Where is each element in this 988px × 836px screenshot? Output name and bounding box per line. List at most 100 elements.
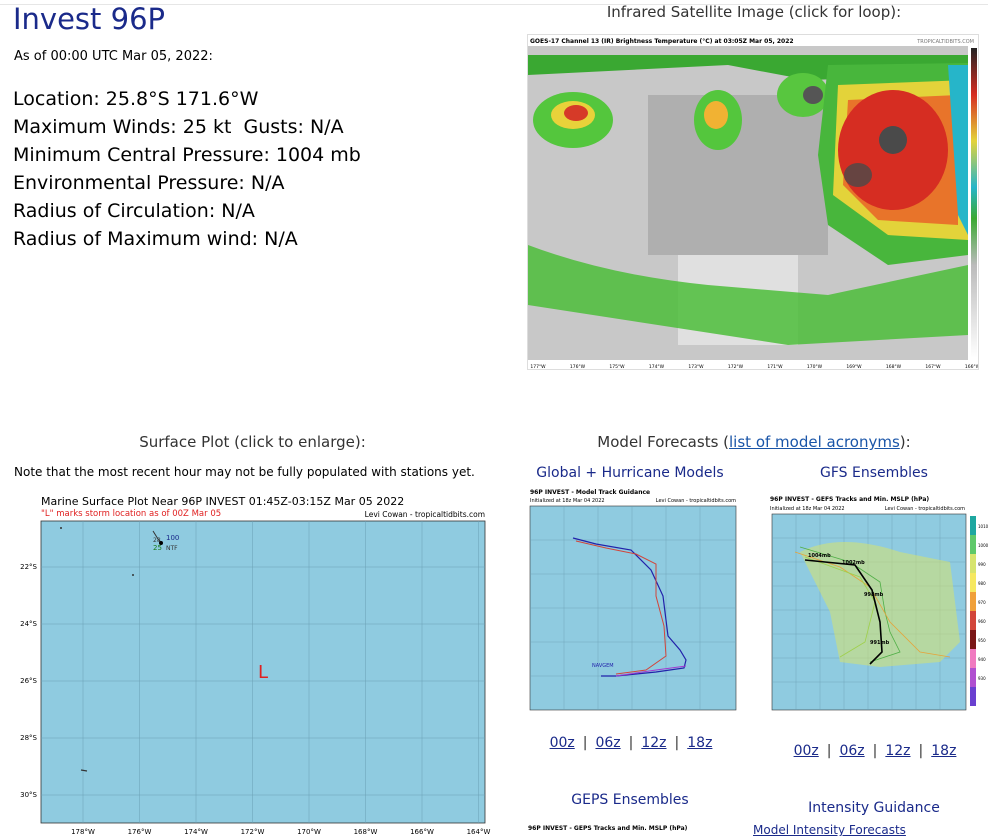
track-line bbox=[572, 537, 687, 677]
geps-ensembles-image: 96P INVEST - GEPS Tracks and Min. MSLP (… bbox=[528, 825, 688, 832]
gfs-colorbar: 1010 1000 990 980 970 960 950 940 930 bbox=[970, 516, 988, 706]
surface-lon-labels: 178°W 176°W 174°W 172°W 170°W 168°W 166°W 164°W bbox=[71, 828, 490, 836]
model-intensity-forecasts-link[interactable]: Model Intensity Forecasts bbox=[753, 823, 906, 836]
global-hour-18z[interactable]: 18z bbox=[687, 735, 713, 751]
as-of-timestamp: As of 00:00 UTC Mar 05, 2022: bbox=[14, 49, 213, 64]
storm-cold-top-2 bbox=[844, 163, 872, 187]
surface-plot-link[interactable]: Marine Surface Plot Near 96P INVEST 01:4… bbox=[13, 492, 493, 836]
satellite-lon-label: 170°W bbox=[807, 364, 823, 369]
colorbar-label: 960 bbox=[978, 619, 986, 624]
island-dot bbox=[80, 769, 88, 772]
surface-lat-label: 26°S bbox=[20, 677, 37, 685]
global-models-title: Global + Hurricane Models bbox=[536, 465, 724, 481]
track-line bbox=[794, 551, 951, 658]
convection-west-center bbox=[564, 105, 588, 121]
storm-radius-circulation: Radius of Circulation: N/A bbox=[13, 200, 255, 222]
global-hour-12z[interactable]: 12z bbox=[641, 735, 667, 751]
model-forecasts-caption: Model Forecasts (list of model acronyms)… bbox=[520, 433, 988, 451]
satellite-lon-label: 166°W bbox=[965, 364, 978, 369]
colorbar-label: 950 bbox=[978, 638, 986, 643]
satellite-lon-label: 171°W bbox=[767, 364, 783, 369]
colorbar-swatch bbox=[970, 649, 976, 668]
gfs-ensembles-hours: 00z | 06z | 12z | 18z bbox=[764, 743, 986, 759]
surface-lon-label: 176°W bbox=[128, 828, 152, 836]
satellite-caption: Infrared Satellite Image (click for loop… bbox=[606, 3, 902, 21]
colorbar-label: 980 bbox=[978, 581, 986, 586]
satellite-colorbar bbox=[971, 48, 977, 358]
colorbar-swatch bbox=[970, 554, 976, 573]
surface-plot-subtitle: "L" marks storm location as of 00Z Mar 0… bbox=[41, 509, 221, 519]
colorbar-swatch bbox=[970, 516, 976, 535]
satellite-credit: TROPICALTIDBITS.COM bbox=[916, 39, 974, 45]
satellite-header: GOES-17 Channel 13 (IR) Brightness Tempe… bbox=[530, 38, 794, 45]
gfs-hour-00z[interactable]: 00z bbox=[793, 743, 819, 759]
gfs-hour-06z[interactable]: 06z bbox=[839, 743, 865, 759]
satellite-lon-label: 175°W bbox=[609, 364, 625, 369]
gfs-ensembles-image: 96P INVEST - GEFS Tracks and Min. MSLP (… bbox=[770, 496, 988, 711]
global-models-header: 96P INVEST - Model Track Guidance bbox=[530, 489, 650, 496]
surface-lon-label: 172°W bbox=[241, 828, 265, 836]
global-hour-00z[interactable]: 00z bbox=[549, 735, 575, 751]
geps-ensembles-thumbnail[interactable]: 96P INVEST - GEPS Tracks and Min. MSLP (… bbox=[528, 820, 742, 836]
global-models-init: Initialized at 18z Mar 04 2022 bbox=[530, 498, 605, 504]
surface-lon-label: 166°W bbox=[410, 828, 434, 836]
colorbar-label: 990 bbox=[978, 562, 986, 567]
separator: | bbox=[582, 735, 588, 751]
gfs-ensembles-title: GFS Ensembles bbox=[820, 465, 928, 481]
satellite-image-link[interactable]: GOES-17 Channel 13 (IR) Brightness Tempe… bbox=[516, 34, 981, 370]
satellite-lon-label: 174°W bbox=[649, 364, 665, 369]
geps-ensembles-title: GEPS Ensembles bbox=[571, 792, 689, 808]
separator: | bbox=[628, 735, 634, 751]
station-dot bbox=[159, 541, 163, 545]
separator: | bbox=[674, 735, 680, 751]
gfs-hour-12z[interactable]: 12z bbox=[885, 743, 911, 759]
track-line bbox=[799, 546, 901, 663]
track-line bbox=[615, 665, 687, 677]
gfs-mslp-label: 1002mb bbox=[842, 560, 865, 566]
satellite-lon-label: 167°W bbox=[925, 364, 941, 369]
surface-lat-label: 28°S bbox=[20, 734, 37, 742]
global-hour-06z[interactable]: 06z bbox=[595, 735, 621, 751]
surface-grid bbox=[41, 521, 485, 823]
surface-plot-image: Marine Surface Plot Near 96P INVEST 01:4… bbox=[20, 495, 490, 836]
colorbar-swatch bbox=[970, 592, 976, 611]
satellite-lon-label: 168°W bbox=[886, 364, 902, 369]
surface-lat-labels: 22°S 24°S 26°S 28°S 30°S bbox=[20, 563, 37, 799]
storm-cold-top bbox=[879, 126, 907, 154]
satellite-lon-label: 172°W bbox=[728, 364, 744, 369]
storm-radius-max-wind: Radius of Maximum wind: N/A bbox=[13, 228, 298, 250]
surface-lat-label: 30°S bbox=[20, 791, 37, 799]
storm-cyan-edge bbox=[948, 65, 968, 235]
surface-plot-caption: Surface Plot (click to enlarge): bbox=[139, 433, 366, 451]
global-models-thumbnail[interactable]: 96P INVEST - Model Track Guidance Initia… bbox=[516, 486, 742, 720]
gfs-hour-18z[interactable]: 18z bbox=[931, 743, 957, 759]
model-acronyms-link[interactable]: list of model acronyms bbox=[729, 433, 900, 451]
surface-plot-credit: Levi Cowan - tropicaltidbits.com bbox=[365, 510, 485, 519]
surface-lon-label: 174°W bbox=[184, 828, 208, 836]
storm-env-pressure: Environmental Pressure: N/A bbox=[13, 172, 285, 194]
global-models-credit: Levi Cowan - tropicaltidbits.com bbox=[656, 498, 736, 504]
surface-plot-note: Note that the most recent hour may not b… bbox=[14, 465, 475, 479]
separator: | bbox=[918, 743, 924, 759]
global-models-hours: 00z | 06z | 12z | 18z bbox=[520, 735, 742, 751]
colorbar-swatch bbox=[970, 668, 976, 687]
mean-track bbox=[804, 559, 883, 665]
station-extra: NTF bbox=[166, 545, 178, 552]
surface-plot-title: Marine Surface Plot Near 96P INVEST 01:4… bbox=[41, 495, 404, 508]
satellite-lon-label: 176°W bbox=[570, 364, 586, 369]
satellite-lon-label: 169°W bbox=[846, 364, 862, 369]
satellite-lon-label: 177°W bbox=[530, 364, 546, 369]
intensity-guidance-title: Intensity Guidance bbox=[808, 800, 940, 816]
gfs-mslp-label: 998mb bbox=[864, 592, 884, 598]
satellite-image: GOES-17 Channel 13 (IR) Brightness Tempe… bbox=[516, 38, 981, 370]
convection-mid-core bbox=[704, 101, 728, 129]
global-models-label: NAVGEM bbox=[592, 663, 614, 669]
colorbar-swatch bbox=[970, 687, 976, 706]
global-models-image: 96P INVEST - Model Track Guidance Initia… bbox=[529, 489, 737, 711]
separator: | bbox=[826, 743, 832, 759]
gfs-ensembles-thumbnail[interactable]: 96P INVEST - GEFS Tracks and Min. MSLP (… bbox=[760, 492, 988, 722]
gfs-mslp-labels: 1004mb 1002mb 998mb 991mb bbox=[808, 553, 890, 646]
storm-location-marker: L bbox=[258, 662, 268, 683]
island-dot bbox=[132, 574, 134, 576]
colorbar-swatch bbox=[970, 573, 976, 592]
